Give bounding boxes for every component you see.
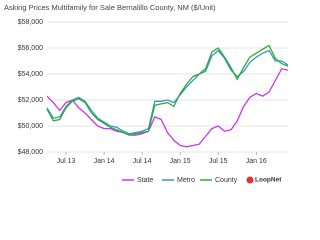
series-line <box>46 49 289 135</box>
logo: LoopNet <box>255 177 282 184</box>
legend-label: Metro <box>177 177 195 184</box>
chart-title: Asking Prices Multifamily for Sale Berna… <box>4 3 216 12</box>
x-tick-label: Jan 16 <box>246 158 267 165</box>
y-tick-label: $52,000 <box>18 97 43 104</box>
y-tick-label: $50,000 <box>18 123 43 130</box>
y-tick-label: $54,000 <box>18 71 43 78</box>
series-line <box>46 44 289 136</box>
legend-label: State <box>137 177 153 184</box>
x-tick-label: Jan 15 <box>170 158 191 165</box>
legend-label: County <box>215 177 238 184</box>
x-tick-label: Jul 13 <box>57 158 76 165</box>
y-tick-label: $48,000 <box>18 149 43 156</box>
y-tick-label: $56,000 <box>18 45 43 52</box>
x-tick-label: Jul 14 <box>133 158 152 165</box>
chart: Asking Prices Multifamily for Sale Berna… <box>4 3 289 184</box>
series-line <box>46 68 289 148</box>
logo-icon <box>246 176 254 184</box>
y-tick-label: $58,000 <box>18 19 43 26</box>
x-tick-label: Jul 15 <box>209 158 228 165</box>
x-tick-label: Jan 14 <box>94 158 115 165</box>
